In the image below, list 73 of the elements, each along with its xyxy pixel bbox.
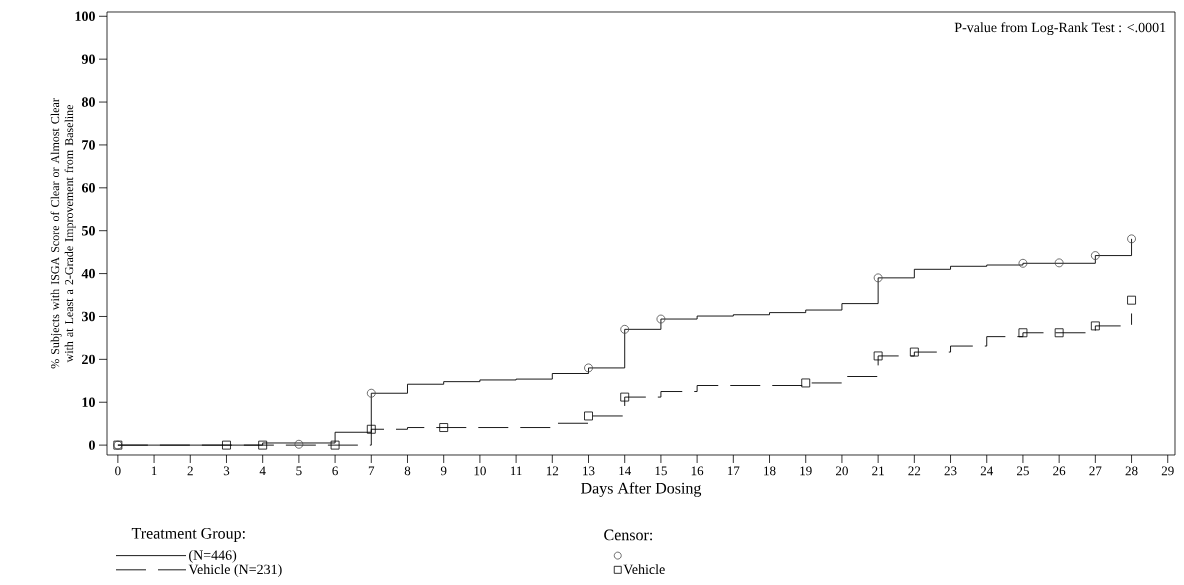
- y-tick-label: 0: [89, 440, 95, 450]
- x-tick-label: 4: [259, 466, 266, 476]
- point: [222, 440, 231, 450]
- point: [1054, 328, 1064, 338]
- x-tick-label: 19: [800, 466, 812, 476]
- point: [1018, 258, 1028, 268]
- x-tick-label: 8: [404, 466, 411, 476]
- legend-label: Vehicle (N=231): [188, 564, 282, 577]
- x-tick-label: 3: [223, 466, 230, 476]
- y-tick-label: 40: [81, 268, 95, 279]
- x-tick-label: 12: [546, 466, 559, 476]
- point: [330, 440, 340, 450]
- point: [1018, 328, 1028, 338]
- x-tick-label: 10: [474, 466, 486, 476]
- point: [439, 423, 449, 432]
- y-tick-label: 20: [82, 354, 95, 365]
- text: Censor:: [604, 529, 653, 541]
- x-axis-title: Days After Dosing: [581, 482, 702, 497]
- y-tick-label: 80: [81, 97, 95, 107]
- x-tick-label: 18: [764, 466, 776, 476]
- y-tick-label: 10: [82, 397, 95, 407]
- x-tick-label: 5: [296, 466, 302, 476]
- x-tick-label: 0: [115, 466, 121, 476]
- point: [1127, 234, 1136, 244]
- x-tick-label: 13: [583, 466, 595, 476]
- x-tick-label: 21: [872, 466, 884, 476]
- point: [1090, 321, 1100, 331]
- x-tick-label: 23: [944, 466, 957, 476]
- x-tick-label: 9: [440, 466, 447, 476]
- x-tick-label: 16: [691, 466, 704, 476]
- point: [584, 411, 593, 421]
- x-tick-label: 1: [151, 466, 157, 476]
- point: [258, 440, 268, 450]
- x-tick-label: 27: [1089, 466, 1102, 476]
- x-tick-label: 20: [835, 466, 848, 476]
- point: [909, 347, 919, 357]
- point: [584, 363, 593, 373]
- x-tick-label: 11: [510, 466, 522, 476]
- point: [1127, 295, 1136, 305]
- point: [873, 351, 883, 361]
- x-tick-label: 22: [908, 466, 921, 476]
- y-tick-label: 50: [82, 225, 95, 236]
- x-tick-label: 26: [1053, 466, 1066, 476]
- x-tick-label: 17: [727, 466, 740, 476]
- point: [620, 324, 630, 334]
- x-tick-label: 24: [980, 466, 994, 476]
- legend-title: Treatment Group:: [131, 527, 245, 542]
- x-tick-label: 29: [1161, 466, 1174, 476]
- point: [801, 378, 811, 388]
- x-tick-label: 28: [1125, 466, 1138, 476]
- annotation: P-value from Log-Rank Test : <.0001: [954, 22, 1166, 36]
- point: [1054, 258, 1064, 268]
- point: [873, 273, 883, 283]
- y-tick-label: 90: [81, 54, 95, 64]
- legend-label: (N=446): [189, 549, 237, 563]
- legend-label: Vehicle: [623, 564, 665, 575]
- point: [294, 439, 304, 449]
- y-tick-label: 70: [82, 140, 95, 150]
- point: [366, 388, 376, 398]
- y-axis-title: % Subjects with ISGA Score of Clear or Almost Clear with at Least a 2-Grade Improvement from Baseline: [50, 98, 76, 369]
- x-tick-label: 7: [368, 466, 375, 476]
- y-tick-label: 100: [75, 11, 95, 22]
- y-tick-label: 60: [81, 183, 95, 193]
- point: [620, 392, 630, 402]
- point: [366, 424, 376, 434]
- x-tick-label: 14: [619, 466, 632, 476]
- x-tick-label: 6: [332, 466, 338, 476]
- point: [1090, 251, 1100, 260]
- point: [656, 314, 666, 324]
- y-tick-label: 30: [82, 311, 95, 322]
- x-tick-label: 25: [1017, 466, 1029, 476]
- x-tick-label: 15: [655, 466, 667, 476]
- x-tick-label: 2: [187, 466, 193, 476]
